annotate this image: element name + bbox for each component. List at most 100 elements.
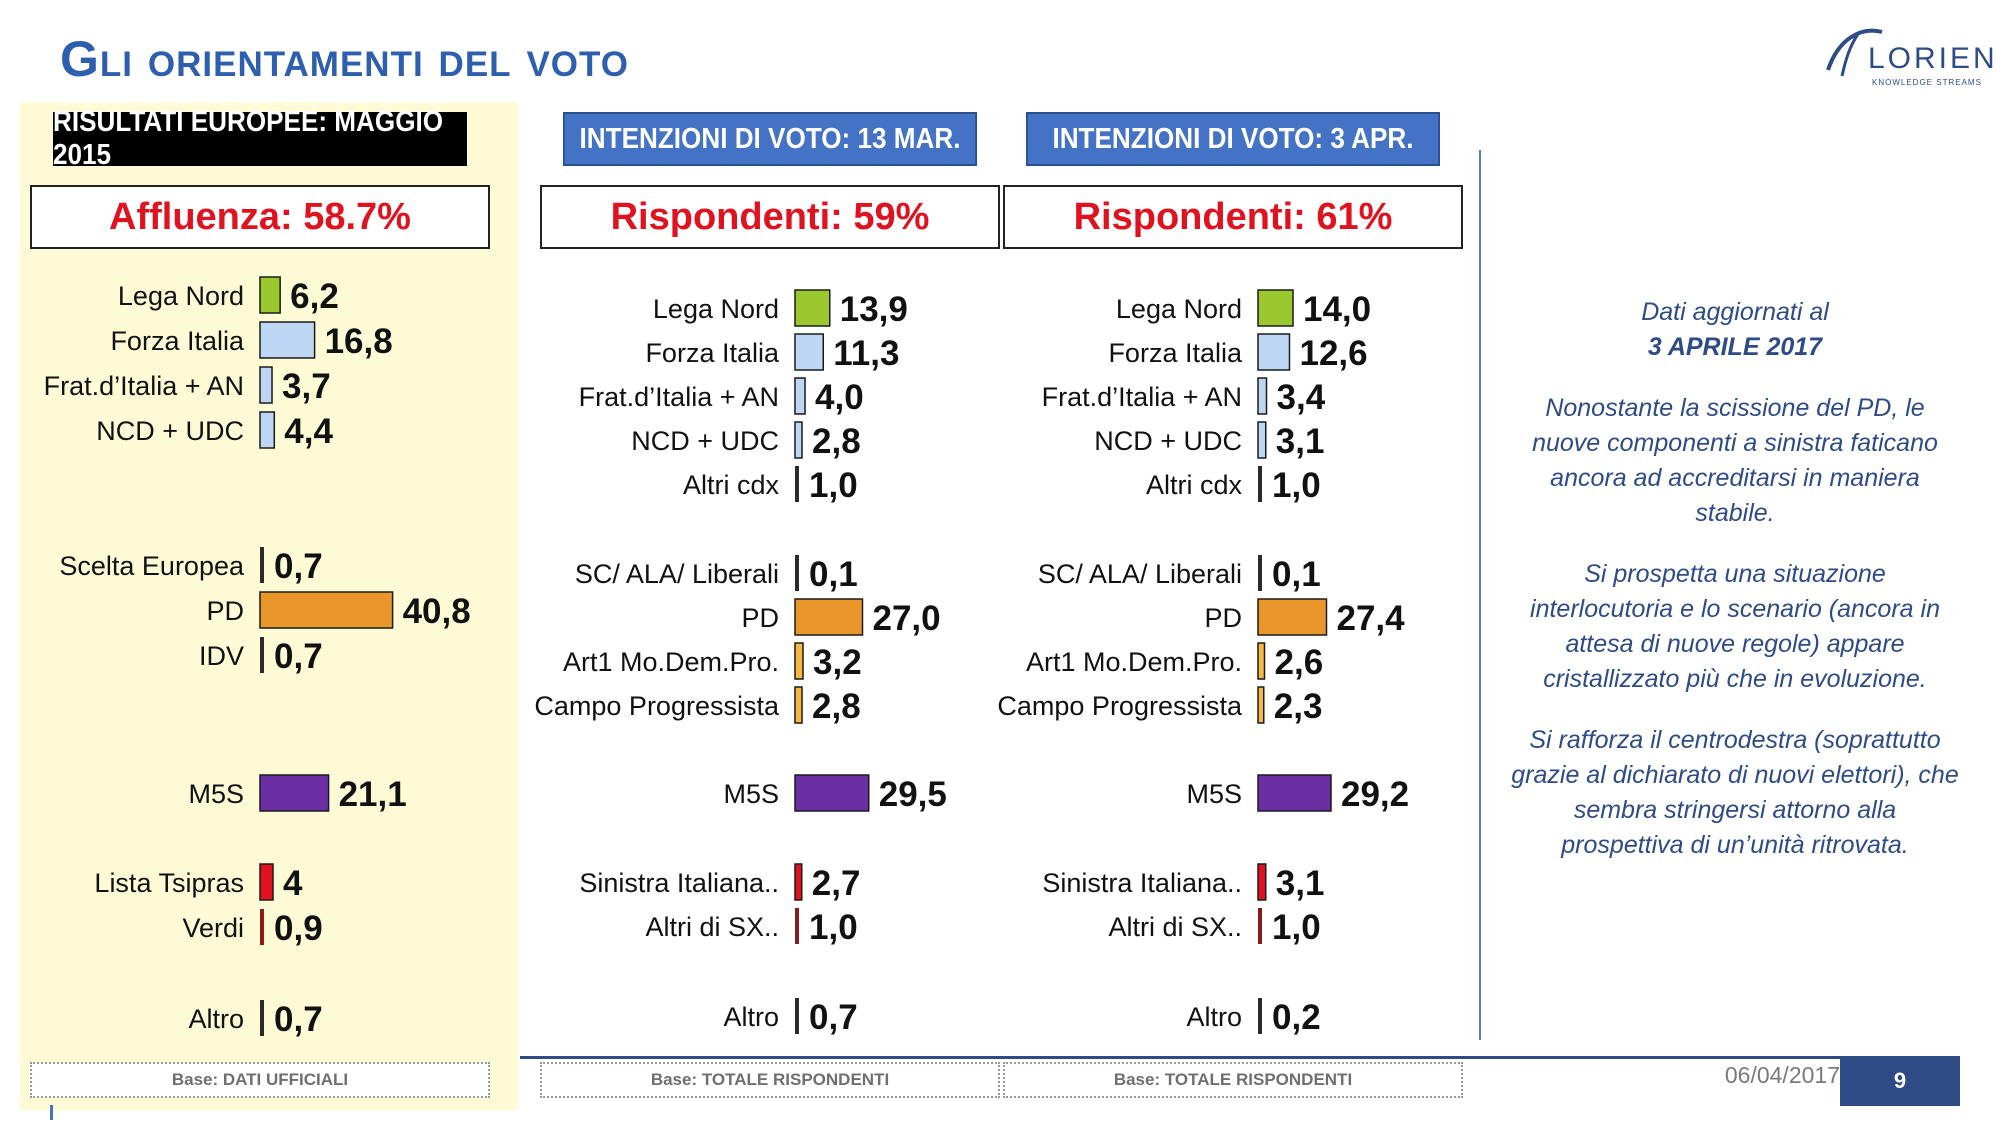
category-label: NCD + UDC bbox=[1094, 426, 1242, 456]
bar bbox=[259, 411, 276, 449]
bar bbox=[259, 863, 274, 901]
value-label: 4,4 bbox=[284, 412, 333, 451]
category-label: Scelta Europea bbox=[59, 551, 245, 581]
bar bbox=[794, 774, 870, 812]
category-label: Lista Tsipras bbox=[94, 868, 244, 898]
respondents-box: Rispondenti: 59% bbox=[540, 185, 1000, 249]
value-label: 1,0 bbox=[1272, 466, 1321, 505]
bar bbox=[794, 686, 803, 724]
bar bbox=[1258, 998, 1262, 1034]
value-label: 2,6 bbox=[1275, 643, 1324, 682]
panel-header: INTENZIONI DI VOTO: 3 APR. bbox=[1026, 112, 1440, 166]
chart-intenzioni-3-apr: Lega Nord 14,0 Forza Italia 12,6 Frat.d’Ital… bbox=[997, 289, 1409, 1037]
value-label: 29,5 bbox=[879, 775, 947, 814]
category-label: Art1 Mo.Dem.Pro. bbox=[563, 647, 779, 677]
bar bbox=[794, 863, 803, 901]
note-paragraph-3: Si rafforza il centrodestra (soprattutto… bbox=[1511, 726, 1959, 859]
value-label: 40,8 bbox=[403, 592, 471, 631]
category-label: Altri cdx bbox=[1146, 470, 1243, 500]
category-label: Campo Progressista bbox=[534, 691, 780, 721]
category-label: SC/ ALA/ Liberali bbox=[575, 559, 779, 589]
value-label: 29,2 bbox=[1341, 775, 1409, 814]
bar bbox=[1257, 598, 1328, 636]
bar bbox=[794, 289, 831, 327]
note-heading-line1: Dati aggiornati al bbox=[1641, 298, 1829, 326]
footer-date: 06/04/2017 bbox=[1724, 1062, 1840, 1088]
value-label: 3,7 bbox=[282, 367, 331, 406]
turnout-box: Affluenza: 58.7% bbox=[30, 185, 490, 249]
bar bbox=[1257, 377, 1268, 415]
value-label: 4,0 bbox=[815, 378, 864, 417]
panel-intenzioni-13-mar: INTENZIONI DI VOTO: 13 MAR. Rispondenti:… bbox=[530, 0, 1000, 1125]
panel-base-note: Base: DATI UFFICIALI bbox=[30, 1062, 490, 1098]
commentary: Dati aggiornati al 3 APRILE 2017 Nonosta… bbox=[1510, 295, 1960, 889]
bar bbox=[1257, 333, 1291, 371]
bar bbox=[1257, 289, 1294, 327]
category-label: PD bbox=[741, 603, 779, 633]
value-label: 0,9 bbox=[274, 909, 323, 948]
bar bbox=[1258, 555, 1262, 591]
bar bbox=[794, 377, 806, 415]
panel-header: INTENZIONI DI VOTO: 13 MAR. bbox=[563, 112, 977, 166]
value-label: 21,1 bbox=[339, 775, 407, 814]
note-paragraph-2: Si prospetta una situazione interlocutor… bbox=[1530, 560, 1940, 693]
footer-rule bbox=[520, 1056, 1960, 1059]
value-label: 0,7 bbox=[274, 547, 323, 586]
value-label: 6,2 bbox=[290, 277, 339, 316]
value-label: 3,1 bbox=[1276, 422, 1325, 461]
chart-europee-2015: Lega Nord 6,2 Forza Italia 16,8 Frat.d’Itali… bbox=[44, 276, 471, 1039]
category-label: Altro bbox=[723, 1002, 779, 1032]
vertical-divider bbox=[1479, 150, 1481, 1040]
bar bbox=[1257, 642, 1266, 680]
category-label: Lega Nord bbox=[653, 294, 779, 324]
category-label: IDV bbox=[199, 641, 244, 671]
value-label: 1,0 bbox=[809, 466, 858, 505]
category-label: SC/ ALA/ Liberali bbox=[1038, 559, 1242, 589]
value-label: 1,0 bbox=[809, 908, 858, 947]
category-label: Forza Italia bbox=[1108, 338, 1243, 368]
value-label: 2,7 bbox=[812, 864, 861, 903]
value-label: 16,8 bbox=[325, 322, 393, 361]
page-number: 9 bbox=[1840, 1056, 1960, 1106]
panel-base-note: Base: TOTALE RISPONDENTI bbox=[540, 1062, 1000, 1098]
bar bbox=[795, 908, 799, 944]
value-label: 0,1 bbox=[1272, 555, 1321, 594]
category-label: Lega Nord bbox=[118, 281, 244, 311]
category-label: PD bbox=[1204, 603, 1242, 633]
chart-intenzioni-13-mar: Lega Nord 13,9 Forza Italia 11,3 Frat.d’Ital… bbox=[534, 289, 947, 1037]
bar bbox=[1258, 466, 1262, 502]
bar bbox=[1257, 686, 1265, 724]
page-title: Gli orientamenti del voto bbox=[60, 31, 629, 87]
category-label: Campo Progressista bbox=[997, 691, 1243, 721]
lorien-swirl-icon bbox=[1826, 28, 1883, 77]
bar bbox=[795, 998, 799, 1034]
category-label: NCD + UDC bbox=[96, 416, 244, 446]
bar bbox=[1257, 774, 1332, 812]
value-label: 0,2 bbox=[1272, 998, 1321, 1037]
category-label: M5S bbox=[723, 779, 779, 809]
value-label: 27,4 bbox=[1337, 599, 1406, 638]
bar bbox=[794, 642, 804, 680]
bar bbox=[259, 591, 394, 629]
value-label: 14,0 bbox=[1303, 290, 1371, 329]
note-heading-date: 3 APRILE 2017 bbox=[1647, 333, 1823, 361]
value-label: 0,7 bbox=[809, 998, 858, 1037]
category-label: Verdi bbox=[182, 913, 244, 943]
value-label: 0,7 bbox=[274, 1000, 323, 1039]
bar bbox=[794, 333, 824, 371]
category-label: Art1 Mo.Dem.Pro. bbox=[1026, 647, 1242, 677]
bar bbox=[259, 366, 273, 404]
value-label: 27,0 bbox=[873, 599, 941, 638]
category-label: Forza Italia bbox=[645, 338, 780, 368]
bar bbox=[794, 421, 803, 459]
category-label: Forza Italia bbox=[110, 326, 245, 356]
note-paragraph-1: Nonostante la scissione del PD, le nuove… bbox=[1532, 394, 1938, 527]
value-label: 13,9 bbox=[840, 290, 908, 329]
category-label: Frat.d’Italia + AN bbox=[1042, 382, 1242, 412]
value-label: 2,8 bbox=[812, 687, 861, 726]
value-label: 3,2 bbox=[813, 643, 862, 682]
bar bbox=[1257, 863, 1267, 901]
respondents-box: Rispondenti: 61% bbox=[1003, 185, 1463, 249]
bar bbox=[260, 909, 264, 945]
logo-wordmark: LORIEN bbox=[1868, 42, 1998, 75]
